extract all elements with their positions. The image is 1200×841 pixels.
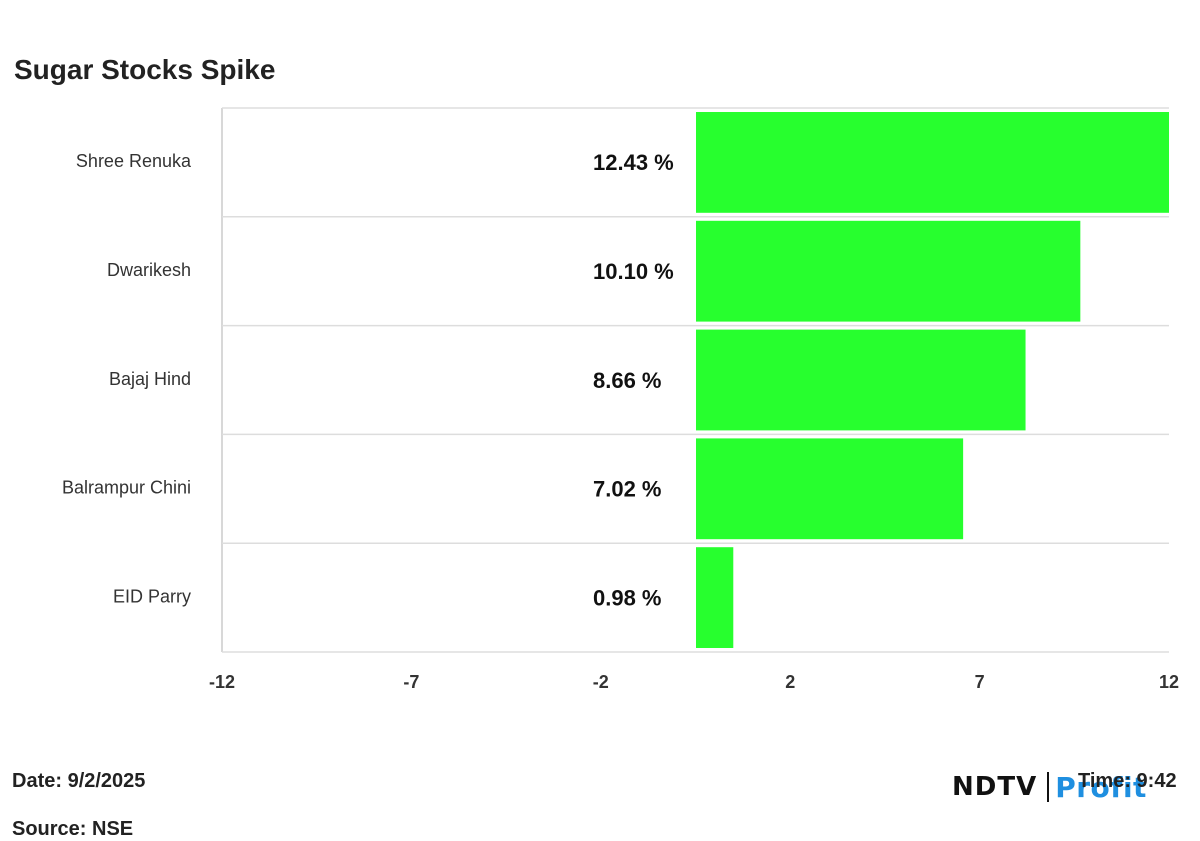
bar-chart: Shree Renuka 12.43 % Dwarikesh 10.10 % Bajaj… (62, 107, 1179, 692)
footer-source: Source: NSE (12, 818, 134, 840)
x-tick-label: -12 (209, 672, 235, 692)
x-tick-label: 7 (975, 672, 985, 692)
data-label: 10.10 % (593, 259, 674, 284)
labels: Shree Renuka 12.43 % Dwarikesh 10.10 % Bajaj… (62, 150, 1179, 692)
category-label: Bajaj Hind (109, 369, 191, 389)
chart-title: Sugar Stocks Spike (14, 54, 276, 85)
bar (696, 220, 1081, 322)
x-tick-label: 12 (1159, 672, 1179, 692)
category-label: Shree Renuka (76, 151, 192, 171)
x-tick-label: 2 (785, 672, 795, 692)
data-label: 8.66 % (593, 368, 662, 393)
footer-date: Date: 9/2/2025 (12, 770, 146, 792)
bar (696, 547, 734, 648)
logo-divider (1047, 772, 1050, 802)
data-label: 7.02 % (593, 477, 662, 502)
footer-time: Time: 9:42 (1078, 770, 1177, 792)
bar (696, 112, 1169, 213)
category-label: Dwarikesh (107, 260, 191, 280)
bars (696, 112, 1169, 648)
x-tick-label: -2 (593, 672, 609, 692)
grid-lines (221, 107, 1169, 653)
category-label: Balrampur Chini (62, 478, 191, 498)
data-label: 0.98 % (593, 585, 662, 610)
bar (696, 438, 964, 540)
logo-ndtv-text: NDTV (952, 772, 1038, 802)
category-label: EID Parry (113, 586, 191, 606)
x-tick-label: -7 (403, 672, 419, 692)
bar (696, 329, 1026, 431)
ndtv-profit-logo: NDTV Profit (952, 770, 1147, 804)
data-label: 12.43 % (593, 150, 674, 175)
logo-profit-text: Profit (1055, 770, 1147, 804)
